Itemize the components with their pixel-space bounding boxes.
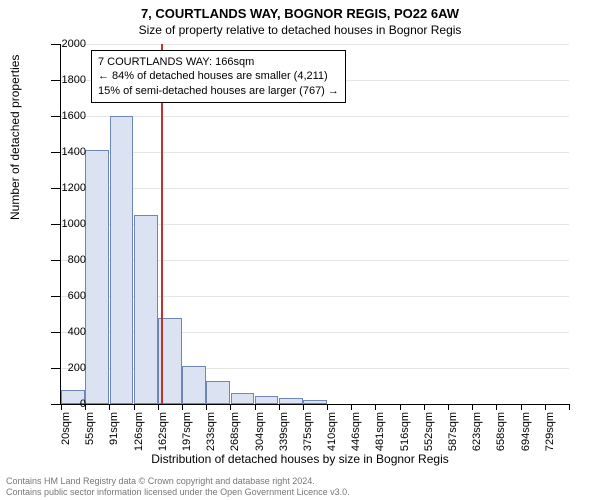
y-tick [51,152,61,153]
x-tick-label: 20sqm [60,412,72,452]
y-tick [51,116,61,117]
x-tick [182,404,183,410]
gridline [61,44,569,45]
histogram-bar [134,215,158,404]
x-tick [521,404,522,410]
x-tick [279,404,280,410]
y-tick [51,368,61,369]
x-tick [109,404,110,410]
infobox-line2: ← 84% of detached houses are smaller (4,… [98,69,339,83]
x-tick [569,404,570,410]
y-tick [51,44,61,45]
histogram-bar [279,398,303,404]
y-tick-label: 800 [68,254,86,266]
infobox-line3: 15% of semi-detached houses are larger (… [98,84,339,98]
x-tick [303,404,304,410]
y-axis-label: Number of detached properties [8,55,22,220]
x-tick-label: 481sqm [374,412,386,452]
footer-attribution: Contains HM Land Registry data © Crown c… [6,476,350,498]
histogram-bar [182,366,206,404]
x-tick [375,404,376,410]
x-tick-label: 197sqm [181,412,193,452]
histogram-bar [85,150,109,404]
x-tick-label: 694sqm [520,412,532,452]
x-tick-label: 516sqm [399,412,411,452]
y-tick-label: 1000 [62,218,86,230]
x-tick-label: 658sqm [495,412,507,452]
x-tick-label: 623sqm [471,412,483,452]
x-tick [255,404,256,410]
x-tick-label: 126sqm [133,412,145,452]
histogram-bar [206,381,230,404]
x-tick-label: 410sqm [326,412,338,452]
y-tick-label: 1200 [62,182,86,194]
y-tick [51,224,61,225]
plot-area: 7 COURTLANDS WAY: 166sqm ← 84% of detach… [60,44,569,405]
gridline [61,152,569,153]
y-tick-label: 1800 [62,74,86,86]
x-tick [448,404,449,410]
x-tick [230,404,231,410]
y-tick [51,404,61,405]
x-tick-label: 729sqm [544,412,556,452]
x-tick [134,404,135,410]
x-tick-label: 552sqm [423,412,435,452]
x-tick [61,404,62,410]
x-tick [158,404,159,410]
histogram-bar [110,116,134,404]
x-tick-label: 446sqm [350,412,362,452]
footer-line2: Contains public sector information licen… [6,487,350,498]
x-tick-label: 233sqm [205,412,217,452]
y-tick-label: 200 [68,362,86,374]
histogram-bar [255,396,279,404]
y-tick-label: 2000 [62,38,86,50]
x-tick [206,404,207,410]
x-tick [351,404,352,410]
x-axis-label: Distribution of detached houses by size … [0,452,600,466]
x-tick [400,404,401,410]
histogram-bar [303,400,327,404]
x-tick [327,404,328,410]
x-tick [472,404,473,410]
x-tick-label: 162sqm [157,412,169,452]
y-tick-label: 1600 [62,110,86,122]
gridline [61,188,569,189]
x-tick-label: 339sqm [278,412,290,452]
x-tick-label: 91sqm [108,412,120,452]
chart-title-sub: Size of property relative to detached ho… [0,21,600,37]
x-tick-label: 375sqm [302,412,314,452]
histogram-bar [231,393,255,404]
chart-title-main: 7, COURTLANDS WAY, BOGNOR REGIS, PO22 6A… [0,0,600,21]
gridline [61,116,569,117]
x-tick-label: 55sqm [84,412,96,452]
x-tick [545,404,546,410]
y-tick-label: 600 [68,290,86,302]
y-tick [51,80,61,81]
y-tick-label: 1400 [62,146,86,158]
infobox-line1: 7 COURTLANDS WAY: 166sqm [98,55,339,69]
y-tick-label: 0 [80,398,86,410]
y-tick [51,188,61,189]
x-tick [424,404,425,410]
x-tick [496,404,497,410]
y-tick [51,332,61,333]
footer-line1: Contains HM Land Registry data © Crown c… [6,476,350,487]
reference-infobox: 7 COURTLANDS WAY: 166sqm ← 84% of detach… [91,50,346,103]
y-tick [51,260,61,261]
x-tick-label: 304sqm [254,412,266,452]
y-tick-label: 400 [68,326,86,338]
x-tick-label: 268sqm [229,412,241,452]
x-tick-label: 587sqm [447,412,459,452]
y-tick [51,296,61,297]
